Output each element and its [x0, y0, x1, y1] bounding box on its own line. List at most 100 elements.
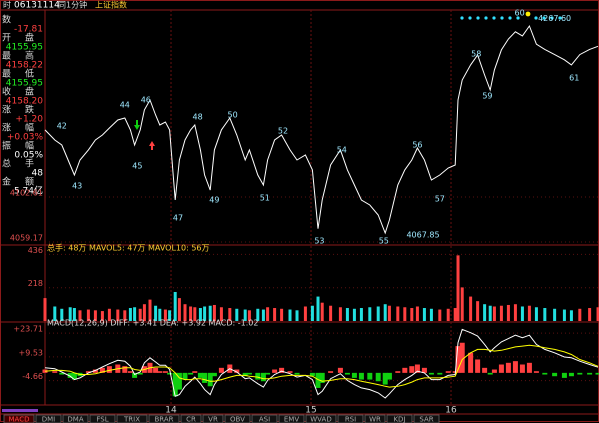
annotation: 42	[57, 121, 67, 130]
volume-bar	[148, 299, 152, 321]
scroll-bar[interactable]	[2, 409, 38, 412]
tab[interactable]	[89, 414, 116, 423]
tab[interactable]	[3, 414, 35, 423]
volume-bar	[483, 304, 487, 321]
macd-bar	[92, 369, 98, 373]
volume-bar	[168, 310, 172, 321]
volume-bar	[316, 296, 320, 321]
volume-bar	[266, 307, 270, 321]
tab[interactable]	[62, 414, 89, 423]
volume-bar	[177, 298, 181, 321]
tab-label[interactable]: KDJ	[393, 416, 405, 423]
volume-bar	[396, 306, 400, 321]
info-value: 4155.95	[6, 79, 43, 89]
volume-bar	[78, 310, 82, 321]
tab-label[interactable]: ASI	[259, 416, 270, 423]
y-tick-label: 436	[28, 246, 43, 255]
x-tick-label: 14	[165, 406, 177, 416]
tab-label[interactable]: DMA	[67, 416, 83, 423]
macd-bar	[294, 372, 300, 375]
volume-bar	[203, 306, 207, 321]
volume-bar	[212, 304, 216, 321]
tab[interactable]	[224, 414, 251, 423]
tab[interactable]	[364, 414, 386, 423]
info-value: 4158.22	[6, 61, 43, 71]
macd-bar	[246, 372, 252, 375]
tab[interactable]	[148, 414, 180, 423]
macd-bar	[428, 372, 434, 375]
annotation: 49	[209, 196, 219, 205]
tab[interactable]	[116, 414, 148, 423]
volume-bar	[193, 307, 197, 321]
tab[interactable]	[386, 414, 413, 423]
y-tick-label: 4102.61	[10, 188, 43, 197]
macd-bar	[59, 372, 65, 375]
tab[interactable]	[413, 414, 440, 423]
volume-bar	[387, 305, 391, 321]
volume-bar	[488, 305, 492, 321]
tab[interactable]	[251, 414, 278, 423]
macd-bar	[192, 371, 198, 373]
volume-bar	[506, 304, 510, 321]
annotation: 53	[314, 237, 324, 246]
volume-bar	[338, 307, 342, 321]
macd-bar	[519, 364, 525, 373]
macd-bar	[99, 367, 105, 373]
tab-label[interactable]: BRAR	[154, 416, 173, 423]
volume-bar	[527, 305, 531, 321]
volume-bar	[352, 308, 356, 321]
macd-bar	[402, 367, 408, 373]
macd-bar	[162, 371, 168, 373]
tab-label[interactable]: TRIX	[123, 416, 140, 423]
tab[interactable]	[305, 414, 337, 423]
tab-label[interactable]: VR	[208, 416, 218, 423]
tab[interactable]	[35, 414, 62, 423]
info-label: 数	[2, 14, 25, 26]
tab[interactable]	[180, 414, 202, 423]
macd-bar	[382, 372, 388, 385]
tab-label[interactable]: OBV	[230, 416, 245, 423]
macd-bar	[137, 372, 143, 375]
macd-bar	[197, 372, 203, 378]
macd-bar	[542, 372, 548, 375]
header-period: 同1分钟	[58, 0, 87, 10]
volume-bar	[543, 308, 547, 321]
tab-label[interactable]: RSI	[345, 416, 356, 423]
macd-bar	[242, 372, 248, 377]
macd-bar	[255, 372, 261, 380]
macd-bar	[455, 346, 461, 373]
tab-label[interactable]: CR	[186, 416, 196, 423]
volume-bar	[43, 298, 47, 321]
volume-bar	[280, 308, 284, 321]
info-label: 涨幅	[2, 122, 48, 134]
info-value: 48	[32, 169, 44, 179]
tab-label[interactable]: WR	[369, 416, 381, 423]
tab-label[interactable]: WVAD	[310, 416, 331, 423]
macd-bar	[468, 352, 474, 373]
header-mark: 时	[3, 0, 11, 10]
annotation: 52	[278, 126, 288, 135]
tab-label[interactable]: DMI	[42, 416, 56, 423]
volume-bar	[456, 255, 460, 321]
annotation: 46	[141, 95, 151, 104]
tab-label[interactable]: SAR	[419, 416, 433, 423]
macd-bar	[577, 372, 583, 375]
tab-label[interactable]: EMV	[284, 416, 299, 423]
volume-bar	[142, 304, 146, 321]
tab-label[interactable]: MACD	[9, 416, 30, 423]
tab[interactable]	[337, 414, 364, 423]
tab[interactable]	[278, 414, 305, 423]
sell-arrow	[134, 120, 140, 130]
tab[interactable]	[202, 414, 224, 423]
volume-bar	[128, 308, 132, 321]
macd-bar	[409, 366, 415, 373]
volume-bar	[228, 308, 232, 321]
tab-label[interactable]: FSL	[96, 416, 108, 423]
macd-bar	[172, 372, 178, 397]
volume-bar	[173, 291, 177, 321]
volume-bar	[295, 310, 299, 321]
macd-bar	[505, 362, 511, 373]
macd-bar	[279, 367, 285, 373]
macd-bar	[218, 367, 224, 373]
